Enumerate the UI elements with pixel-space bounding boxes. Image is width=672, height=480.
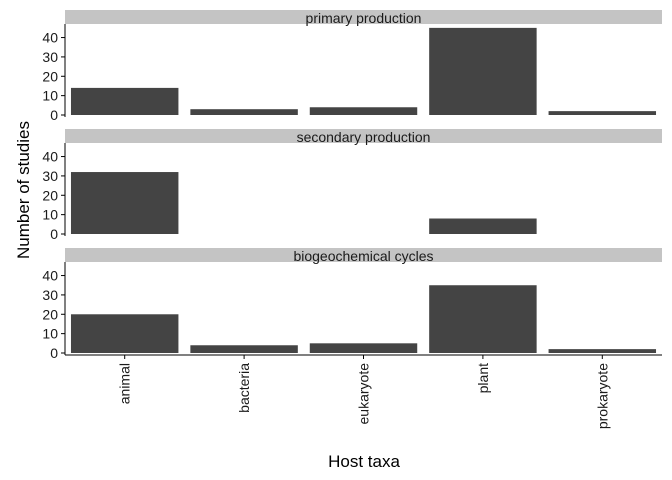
y-tick-label: 10 <box>42 326 58 342</box>
x-tick-label-eukaryote: eukaryote <box>356 363 372 425</box>
x-tick-label-plant: plant <box>475 363 491 393</box>
x-axis: animal bacteria eukaryote plant prokaryote <box>65 354 662 429</box>
facet-strip <box>65 248 662 262</box>
facet-strip <box>65 129 662 143</box>
y-tick-label: 30 <box>42 168 58 184</box>
bar-prokaryote <box>548 349 657 353</box>
y-tick-label: 0 <box>50 226 58 242</box>
bar-eukaryote <box>309 343 418 353</box>
facet-strip <box>65 10 662 24</box>
y-axis-title: Number of studies <box>14 121 33 259</box>
y-tick-label: 20 <box>42 68 58 84</box>
bar-bacteria <box>190 109 298 115</box>
y-tick-label: 40 <box>42 268 58 284</box>
facet-panel: biogeochemical cycles 0 10 20 30 40 <box>42 248 662 361</box>
y-tick-label: 30 <box>42 49 58 65</box>
facet-panel: primary production 0 10 20 30 40 <box>42 10 662 123</box>
y-tick-label: 0 <box>50 107 58 123</box>
y-tick-label: 10 <box>42 88 58 104</box>
facet-strip-label: secondary production <box>297 129 431 145</box>
bar-animal <box>70 172 179 234</box>
facet-strip-label: biogeochemical cycles <box>293 248 433 264</box>
x-tick-label-bacteria: bacteria <box>236 363 252 413</box>
bar-animal <box>70 87 179 115</box>
x-axis-title: Host taxa <box>328 452 400 471</box>
bar-prokaryote <box>548 111 657 115</box>
x-tick-label-animal: animal <box>117 363 133 404</box>
y-tick-label: 40 <box>42 149 58 165</box>
bar-plant <box>429 285 537 353</box>
bar-animal <box>70 314 179 353</box>
y-tick-label: 0 <box>50 345 58 361</box>
facet-panel: secondary production 0 10 20 30 40 <box>42 129 662 242</box>
bar-bacteria <box>190 345 298 353</box>
facet-strip-label: primary production <box>306 10 422 26</box>
y-tick-label: 40 <box>42 30 58 46</box>
y-tick-label: 30 <box>42 287 58 303</box>
bar-plant <box>429 218 537 234</box>
y-tick-label: 10 <box>42 207 58 223</box>
y-tick-label: 20 <box>42 187 58 203</box>
bar-plant <box>429 27 537 115</box>
y-tick-label: 20 <box>42 306 58 322</box>
x-tick-label-prokaryote: prokaryote <box>594 363 610 429</box>
bar-eukaryote <box>309 107 418 115</box>
